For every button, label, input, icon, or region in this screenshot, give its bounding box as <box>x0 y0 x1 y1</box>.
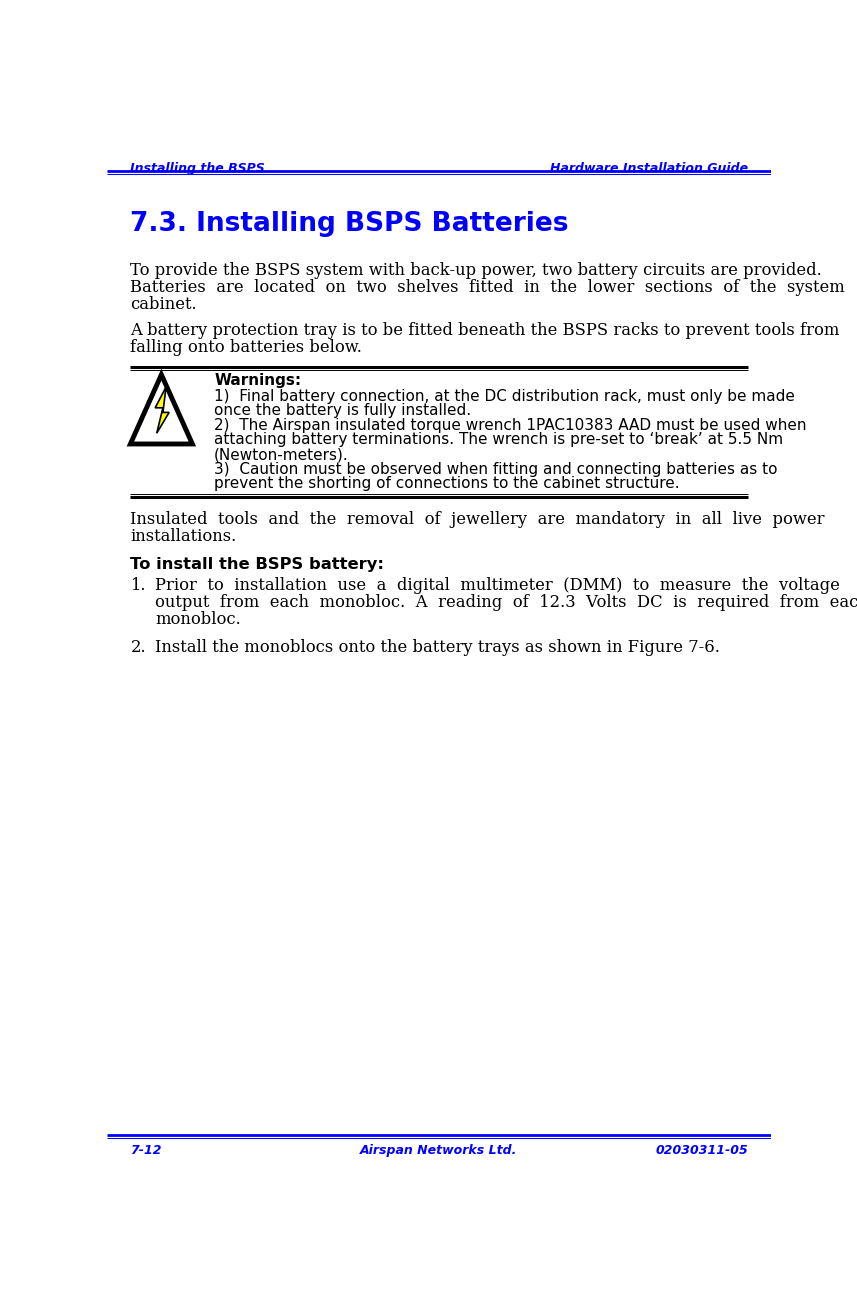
Text: Install the monoblocs onto the battery trays as shown in Figure 7-6.: Install the monoblocs onto the battery t… <box>155 638 720 655</box>
Text: (Newton-meters).: (Newton-meters). <box>214 447 349 462</box>
Text: Airspan Networks Ltd.: Airspan Networks Ltd. <box>360 1144 518 1157</box>
Text: monobloc.: monobloc. <box>155 611 241 628</box>
Text: Batteries  are  located  on  two  shelves  fitted  in  the  lower  sections  of : Batteries are located on two shelves fit… <box>130 280 845 296</box>
Text: Insulated  tools  and  the  removal  of  jewellery  are  mandatory  in  all  liv: Insulated tools and the removal of jewel… <box>130 511 825 528</box>
Text: prevent the shorting of connections to the cabinet structure.: prevent the shorting of connections to t… <box>214 476 680 491</box>
Text: 7-12: 7-12 <box>130 1144 162 1157</box>
Text: 7.3. Installing BSPS Batteries: 7.3. Installing BSPS Batteries <box>130 212 569 238</box>
Text: To provide the BSPS system with back-up power, two battery circuits are provided: To provide the BSPS system with back-up … <box>130 263 822 280</box>
Text: installations.: installations. <box>130 528 237 545</box>
Polygon shape <box>155 387 169 433</box>
Text: attaching battery terminations. The wrench is pre-set to ‘break’ at 5.5 Nm: attaching battery terminations. The wren… <box>214 433 783 447</box>
Text: Hardware Installation Guide: Hardware Installation Guide <box>550 162 748 176</box>
Text: once the battery is fully installed.: once the battery is fully installed. <box>214 403 471 419</box>
Text: 1)  Final battery connection, at the DC distribution rack, must only be made: 1) Final battery connection, at the DC d… <box>214 389 795 403</box>
Text: 1.: 1. <box>130 577 146 594</box>
Text: Installing the BSPS: Installing the BSPS <box>130 162 265 176</box>
Text: To install the BSPS battery:: To install the BSPS battery: <box>130 558 385 572</box>
Text: 02030311-05: 02030311-05 <box>656 1144 748 1157</box>
Polygon shape <box>130 374 192 445</box>
Text: 3)  Caution must be observed when fitting and connecting batteries as to: 3) Caution must be observed when fitting… <box>214 462 777 477</box>
Text: cabinet.: cabinet. <box>130 296 197 313</box>
Text: Warnings:: Warnings: <box>214 373 301 389</box>
Text: A battery protection tray is to be fitted beneath the BSPS racks to prevent tool: A battery protection tray is to be fitte… <box>130 322 840 339</box>
Text: output  from  each  monobloc.  A  reading  of  12.3  Volts  DC  is  required  fr: output from each monobloc. A reading of … <box>155 594 857 611</box>
Text: 2.: 2. <box>130 638 146 655</box>
Text: falling onto batteries below.: falling onto batteries below. <box>130 339 363 356</box>
Text: 2)  The Airspan insulated torque wrench 1PAC10383 AAD must be used when: 2) The Airspan insulated torque wrench 1… <box>214 417 806 433</box>
Text: Prior  to  installation  use  a  digital  multimeter  (DMM)  to  measure  the  v: Prior to installation use a digital mult… <box>155 577 840 594</box>
